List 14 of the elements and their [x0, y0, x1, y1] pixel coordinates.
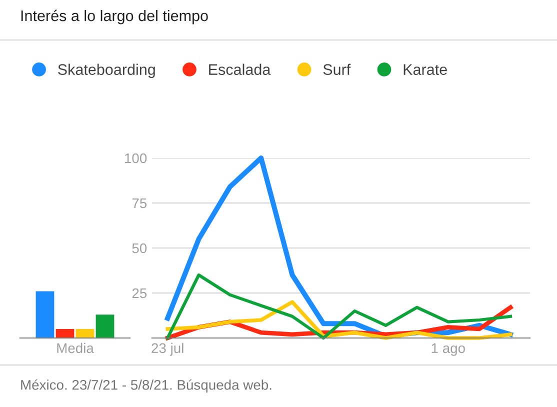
x-tick-label: 1 ago: [432, 343, 465, 356]
y-tick-label: 75: [132, 198, 147, 208]
legend-label: Escalada: [209, 64, 271, 75]
text: México. 23/7/21 - 5/8/21. Búsqueda web.: [21, 379, 272, 393]
y-tick-label: 100: [125, 153, 147, 164]
y-tick-label: 25: [132, 288, 147, 298]
x-tick-label: 23 jul: [152, 342, 184, 356]
x-tick-label: Media: [57, 342, 94, 354]
legend-label: Karate: [404, 64, 447, 75]
legend-label: Surf: [323, 64, 351, 75]
line-series: [166, 273, 512, 340]
chart-title: Interés a lo largo del tiempo: [21, 10, 208, 24]
y-tick-label: 50: [132, 243, 147, 254]
legend-label: Skateboarding: [58, 64, 155, 78]
